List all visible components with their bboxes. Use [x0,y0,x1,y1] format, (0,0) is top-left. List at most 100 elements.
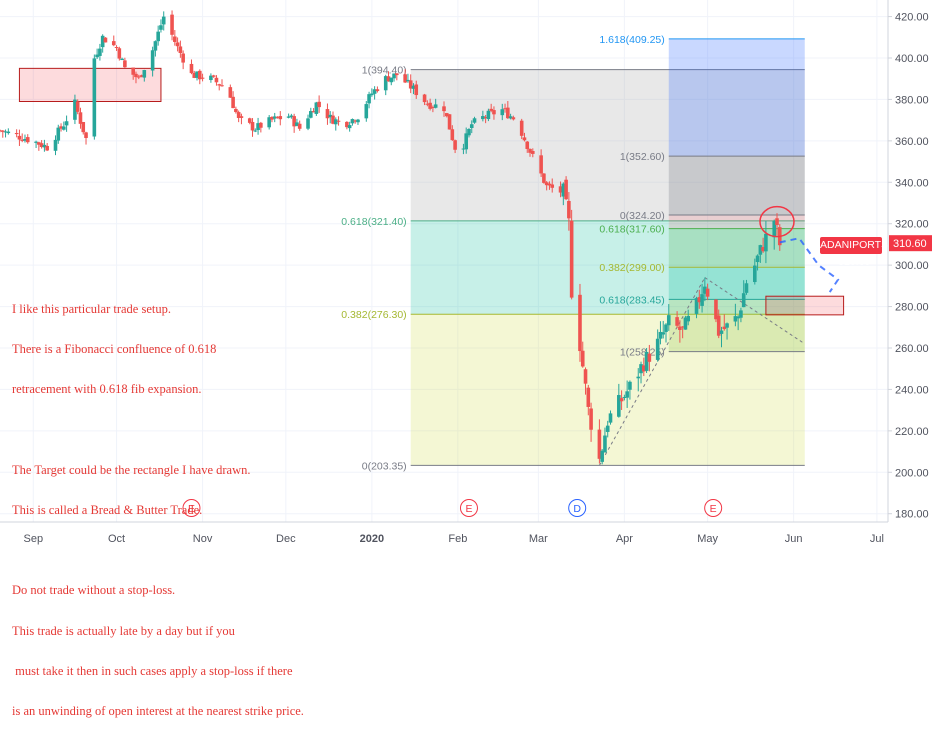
price-chart[interactable]: 1(394.40) 0.618(321.40) 0.382(276.30) 0(203… [0,0,932,550]
candle-body [386,76,391,82]
candle [583,367,588,395]
note-line: I like this particular trade setup. [12,301,171,316]
fib-extension-label: 0(324.20) [620,210,665,222]
candle [178,40,183,58]
candle-body [461,148,466,150]
highlight-circle [759,205,795,238]
candle-body [522,137,527,141]
candle [547,181,552,190]
candle-body [331,115,335,124]
candle-body [444,113,449,117]
candle-body [259,122,263,128]
candle-body [628,381,632,390]
candle-body [639,364,643,374]
candle [714,299,718,323]
candle-body [675,317,679,326]
candle [444,112,449,118]
candle-body [150,50,155,71]
candle-body [59,126,63,129]
candle-body [275,116,280,118]
candle-body [408,80,413,89]
price-axis-label: 280.00 [895,302,929,314]
candle-body [37,142,41,145]
candle [73,94,77,125]
candle [755,254,760,271]
projected-path [779,237,840,293]
candle [428,98,432,111]
last-price-axis-marker [889,235,932,252]
candle-body [567,200,571,219]
note-line: There is a Fibonacci confluence of 0.618 [12,342,217,357]
candle [111,35,116,47]
candle-body [561,183,566,197]
left-rectangle [18,67,162,102]
fib-retracement-zone [410,314,805,466]
candle [211,74,216,78]
candle-body [642,365,646,372]
candle-body [433,104,438,108]
candle [678,320,682,343]
fib-extension-label: 0.618(283.45) [599,294,664,306]
candle [59,123,63,132]
candle-body [617,395,621,417]
candle [236,110,241,123]
candle [34,140,38,148]
candle [256,117,260,135]
candle-body [697,297,702,303]
candle-body [23,139,27,141]
candle [228,84,233,98]
candle-body [755,255,760,263]
candle-body [42,144,47,148]
candle-body [542,173,546,183]
candle-body [347,125,352,129]
candle-body [539,155,543,174]
candle-body [714,299,718,320]
candle-body [123,60,127,68]
fib-extension-zone [668,215,805,229]
fib-extension-zone [668,267,805,300]
fib-extension-zone [668,38,805,157]
candle-body [655,338,660,360]
candle [311,108,316,113]
candle-body [297,123,302,129]
candle [666,304,671,331]
candle-body [503,108,507,110]
candle [372,86,377,100]
candle [250,118,255,137]
time-axis-label: Oct [108,533,125,545]
candle [472,116,477,124]
candle-body [758,245,763,255]
candle [386,71,391,82]
time-axis-label: Mar [529,533,548,545]
candle-body [270,116,274,120]
candle-body [336,120,341,122]
candle-body [403,74,407,83]
candle-body [622,396,627,398]
candle [508,113,513,120]
candle-body [317,101,321,108]
price-axis-label: 260.00 [895,343,929,355]
candle-body [686,315,690,322]
candle [345,121,349,130]
candle-body [531,151,535,154]
candle [733,303,738,327]
candle [569,209,574,300]
candle [139,74,144,78]
candle [181,50,185,70]
candle [56,124,61,144]
candle [408,74,413,94]
candle-body [173,36,177,42]
candle [3,129,8,138]
candle [353,119,357,124]
candle-body [234,108,238,113]
candle [578,283,582,362]
candle-body [20,139,24,141]
candle [370,88,374,97]
candle-body [295,122,299,126]
candle-body [120,58,124,61]
candle [467,128,471,138]
event-marker-circle [704,499,723,517]
candle-body [25,137,30,143]
candle-body [658,331,663,339]
candle [156,25,160,46]
